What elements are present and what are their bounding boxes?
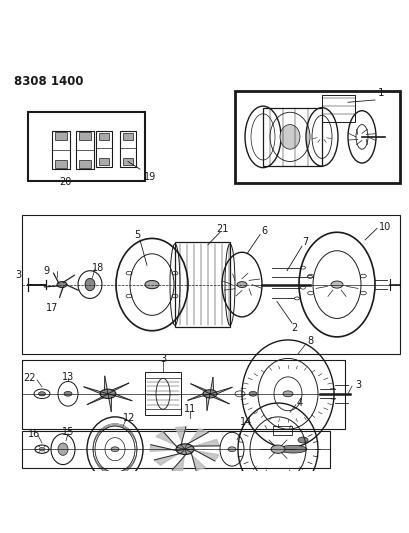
Polygon shape	[62, 275, 74, 285]
Ellipse shape	[282, 391, 292, 397]
Text: 5: 5	[134, 230, 140, 240]
Polygon shape	[150, 445, 184, 451]
Bar	[22, 360, 344, 429]
Polygon shape	[44, 285, 62, 287]
Bar	[28, 111, 145, 181]
Bar	[123, 158, 133, 165]
Ellipse shape	[279, 125, 299, 149]
Bar	[123, 133, 133, 140]
Ellipse shape	[38, 392, 45, 396]
Polygon shape	[209, 377, 213, 394]
Text: 20: 20	[58, 177, 71, 187]
Bar	[96, 131, 112, 167]
Bar	[321, 94, 354, 122]
Ellipse shape	[58, 443, 68, 455]
Text: 15: 15	[62, 427, 74, 437]
Polygon shape	[62, 285, 78, 290]
Text: 21: 21	[215, 224, 228, 234]
Polygon shape	[209, 394, 229, 404]
Bar	[175, 243, 229, 327]
Text: 12: 12	[123, 414, 135, 423]
Ellipse shape	[85, 278, 95, 290]
Polygon shape	[104, 376, 108, 394]
Bar	[272, 426, 291, 435]
Polygon shape	[184, 429, 208, 449]
Text: 1: 1	[377, 88, 384, 99]
Text: 6: 6	[260, 226, 266, 236]
Text: 3: 3	[407, 280, 409, 289]
Ellipse shape	[39, 447, 45, 451]
Text: 9: 9	[44, 266, 50, 276]
Text: 11: 11	[183, 404, 196, 414]
Text: 14: 14	[239, 417, 252, 427]
Text: 8: 8	[306, 336, 312, 346]
Bar	[120, 131, 136, 167]
Polygon shape	[187, 394, 209, 400]
Ellipse shape	[236, 281, 246, 287]
Ellipse shape	[111, 447, 119, 451]
Ellipse shape	[278, 446, 306, 453]
Text: 10: 10	[378, 222, 390, 232]
Ellipse shape	[100, 389, 116, 399]
Bar	[55, 160, 67, 168]
Polygon shape	[59, 285, 63, 297]
Bar	[145, 372, 180, 415]
Polygon shape	[206, 394, 209, 410]
Text: 22: 22	[24, 374, 36, 383]
Polygon shape	[184, 439, 219, 449]
Text: 13: 13	[62, 372, 74, 382]
Bar	[99, 158, 109, 165]
Polygon shape	[108, 383, 128, 394]
Bar	[55, 132, 67, 140]
Text: 3: 3	[15, 270, 21, 280]
Bar	[52, 131, 70, 169]
Bar	[79, 160, 91, 168]
Text: 2: 2	[290, 322, 297, 333]
Polygon shape	[108, 394, 111, 411]
Polygon shape	[53, 273, 62, 285]
Ellipse shape	[330, 281, 342, 288]
Bar	[22, 215, 399, 354]
Bar	[76, 131, 94, 169]
Polygon shape	[175, 427, 185, 449]
Ellipse shape	[202, 390, 216, 398]
Text: 3: 3	[354, 379, 360, 390]
Polygon shape	[84, 387, 108, 394]
Ellipse shape	[145, 280, 159, 289]
Polygon shape	[154, 449, 184, 465]
Text: 7: 7	[301, 237, 308, 247]
Polygon shape	[184, 449, 218, 461]
Ellipse shape	[248, 391, 256, 396]
Polygon shape	[172, 449, 186, 472]
Ellipse shape	[64, 391, 72, 396]
Text: 4: 4	[296, 398, 302, 408]
Ellipse shape	[297, 437, 307, 443]
Polygon shape	[184, 449, 205, 471]
Polygon shape	[190, 384, 209, 394]
Text: 3: 3	[160, 354, 166, 364]
Bar	[22, 431, 329, 467]
Ellipse shape	[270, 445, 284, 454]
Bar	[79, 132, 91, 140]
Ellipse shape	[227, 447, 236, 451]
Polygon shape	[209, 387, 231, 394]
Ellipse shape	[57, 281, 67, 287]
Polygon shape	[156, 432, 184, 449]
Ellipse shape	[175, 444, 193, 455]
Text: 16: 16	[28, 429, 40, 439]
Text: 18: 18	[92, 263, 104, 273]
Polygon shape	[108, 394, 132, 401]
Polygon shape	[87, 394, 108, 405]
Text: 8308 1400: 8308 1400	[14, 75, 83, 88]
Text: 17: 17	[46, 303, 58, 313]
Bar	[99, 133, 109, 140]
Text: 19: 19	[144, 172, 156, 182]
Bar	[262, 108, 321, 166]
Bar	[234, 91, 399, 183]
